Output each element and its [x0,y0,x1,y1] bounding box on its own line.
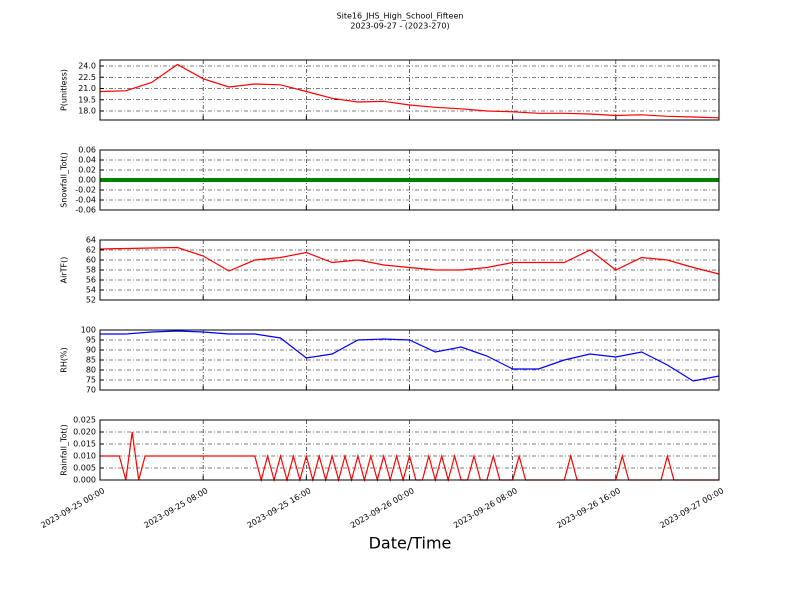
series-line [99,63,720,119]
y-tick-label: 18.0 [78,107,96,116]
y-tick-label: 85 [86,356,96,365]
y-tick-label: 60 [86,256,96,265]
series-line [100,330,720,382]
y-tick-label: -0.04 [75,196,96,205]
y-tick-label: 64 [86,236,96,245]
y-tick-label: 19.5 [78,95,96,104]
y-tick-label: 70 [86,386,96,395]
y-tick-label: -0.02 [75,186,96,195]
y-axis-label: RH(%) [60,347,69,372]
plot-frame [99,239,720,301]
y-tick-label: 0.010 [73,452,96,461]
y-tick-label: 0.005 [73,464,96,473]
y-tick-label: 0.025 [73,416,96,425]
plot-frame [99,329,720,391]
y-tick-label: 75 [86,376,96,385]
y-tick-label: 80 [86,366,96,375]
y-tick-label: 0.015 [73,440,96,449]
y-tick-label: 0.020 [73,428,96,437]
plot-frame [99,419,720,481]
y-axis-label: P(unitless) [60,69,69,111]
plot-frame [99,149,720,211]
y-tick-label: -0.06 [75,206,96,215]
series-line [99,246,720,275]
y-tick-label: 0.00 [78,176,96,185]
y-tick-label: 95 [86,336,96,345]
y-axis-label: Rainfall_Tot() [60,424,69,476]
y-tick-label: 0.06 [78,146,96,155]
y-tick-label: 0.04 [78,156,96,165]
y-tick-label: 0.02 [78,166,96,175]
y-tick-label: 24.0 [78,62,96,71]
y-tick-label: 21.0 [78,84,96,93]
y-tick-label: 54 [86,286,96,295]
chart-title: Site16_JHS_High_School_Fifteen [337,12,464,21]
y-axis-label: Snowfall_Tot() [60,152,69,208]
y-tick-label: 100 [81,326,96,335]
x-axis-label: Date/Time [369,534,452,553]
y-tick-label: 58 [86,266,96,275]
y-tick-label: 56 [86,276,96,285]
y-tick-label: 52 [86,296,96,305]
plot-frame [99,59,720,121]
y-tick-label: 90 [86,346,96,355]
y-tick-label: 22.5 [78,73,96,82]
y-tick-label: 62 [86,246,96,255]
y-tick-label: 0.000 [73,476,96,485]
y-axis-label: AirTF() [60,257,69,284]
chart-subtitle: 2023-09-27 - (2023-270) [350,22,449,31]
